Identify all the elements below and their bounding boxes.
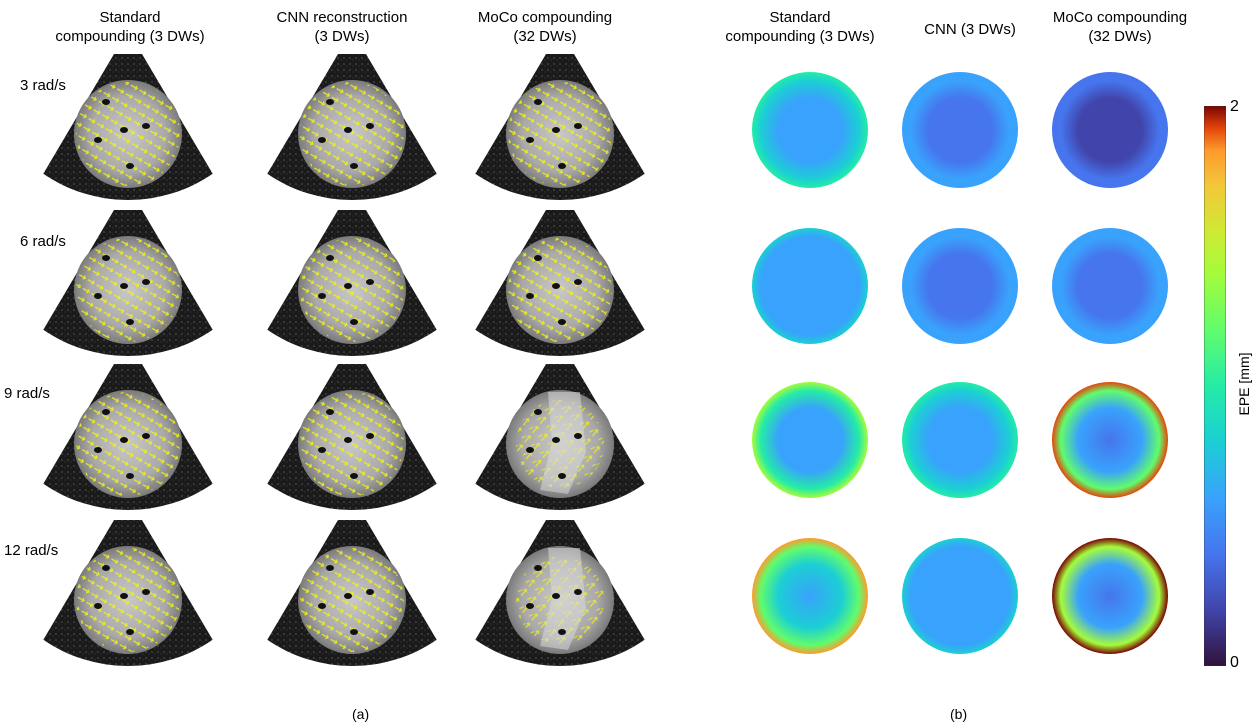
ultrasound-image-standard-row4 [43,520,213,666]
epe-map-standard-row3 [752,382,868,498]
ultrasound-image-cnn-row3 [267,364,437,511]
ultrasound-image-moco-row4 [475,520,645,666]
epe-map-cnn-row2 [902,228,1018,344]
epe-map-cnn-row3 [902,382,1018,498]
ultrasound-image-moco-row3 [475,364,645,510]
colorbar-min-label: 0 [1230,654,1239,671]
panel-a-header-standard: Standard compounding (3 DWs) [55,9,205,45]
panel-a-caption: (a) [352,706,370,722]
panel-b-caption: (b) [950,706,968,722]
ultrasound-image-standard-row2 [43,210,213,357]
ultrasound-image-cnn-row2 [267,210,437,357]
ultrasound-image-standard-row1 [43,54,213,200]
panel-b-header-cnn: CNN (3 DWs) [924,21,1016,38]
epe-map-moco-row2 [1052,228,1168,344]
epe-colorbar [1204,106,1226,666]
epe-map-moco-row3 [1052,382,1168,498]
panel-a-header-moco: MoCo compounding (32 DWs) [477,9,613,45]
epe-map-moco-row4 [1052,538,1168,654]
epe-map-cnn-row1 [902,72,1018,188]
row-label-3rads: 3 rad/s [20,77,66,94]
epe-map-standard-row4 [752,538,868,654]
panel-a-header-cnn: CNN reconstruction (3 DWs) [276,9,408,45]
panel-b-header-moco: MoCo compounding (32 DWs) [1052,9,1188,45]
ultrasound-image-moco-row1 [475,54,645,200]
ultrasound-grid [43,54,645,667]
ultrasound-image-cnn-row4 [267,520,437,667]
colorbar-axis-label: EPE [mm] [1236,352,1252,416]
colorbar-max-label: 2 [1230,98,1239,115]
ultrasound-image-moco-row2 [475,210,645,356]
panel-b-header-standard: Standard compounding (3 DWs) [725,9,875,45]
epe-map-moco-row1 [1052,72,1168,188]
epe-map-cnn-row4 [902,538,1018,654]
ultrasound-image-standard-row3 [43,364,213,511]
epe-map-standard-row1 [752,72,868,188]
row-label-6rads: 6 rad/s [20,233,66,250]
ultrasound-image-cnn-row1 [267,54,437,201]
row-label-9rads: 9 rad/s [4,385,50,402]
epe-map-grid [752,72,1168,654]
epe-map-standard-row2 [752,228,868,344]
row-label-12rads: 12 rad/s [4,542,59,559]
